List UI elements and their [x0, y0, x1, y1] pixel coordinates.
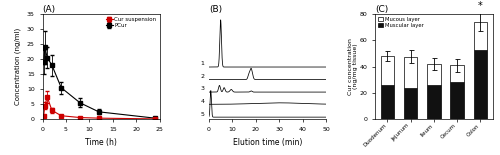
Text: 3: 3 [200, 86, 204, 91]
Y-axis label: Concentration (ng/ml): Concentration (ng/ml) [15, 28, 22, 105]
X-axis label: Elution time (min): Elution time (min) [233, 137, 302, 146]
Bar [427, 85, 440, 119]
Bar [427, 64, 440, 85]
Bar [450, 65, 464, 82]
Bar [380, 85, 394, 119]
Bar [474, 22, 487, 50]
Text: 4: 4 [200, 99, 204, 104]
X-axis label: Time (h): Time (h) [85, 137, 117, 146]
Bar [404, 57, 417, 88]
Text: (A): (A) [42, 5, 56, 14]
Bar [404, 88, 417, 119]
Text: 2: 2 [200, 74, 204, 79]
Text: 5: 5 [200, 112, 204, 117]
Bar [380, 56, 394, 85]
Text: (B): (B) [209, 5, 222, 14]
Text: 1: 1 [200, 61, 204, 66]
Bar [474, 50, 487, 119]
Text: *: * [478, 1, 483, 11]
Legend: Cur suspension, PCur: Cur suspension, PCur [106, 17, 157, 29]
Text: (C): (C) [376, 5, 388, 14]
Y-axis label: Cur concentration
(ng/mg tissue): Cur concentration (ng/mg tissue) [348, 38, 358, 95]
Legend: Mucous layer, Muscular layer: Mucous layer, Muscular layer [378, 17, 424, 29]
Bar [450, 82, 464, 119]
